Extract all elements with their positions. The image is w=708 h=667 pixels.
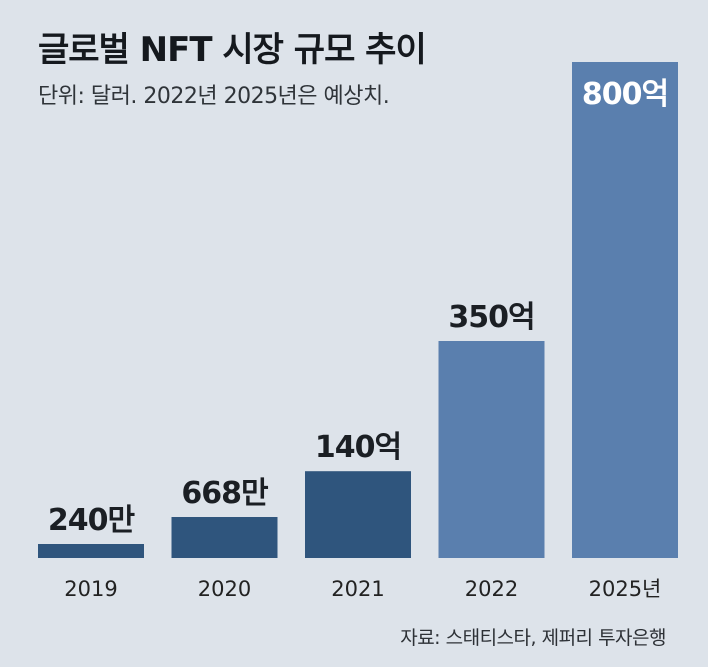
source-note: 자료: 스태티스타, 제퍼리 투자은행 <box>400 627 666 649</box>
bar-2021 <box>305 471 411 558</box>
bar-2019 <box>38 544 144 558</box>
data-label-2020: 668만 <box>181 476 269 511</box>
data-label-2022: 350억 <box>448 300 534 335</box>
x-tick-2025년: 2025년 <box>589 577 662 601</box>
x-tick-2021: 2021 <box>331 577 384 601</box>
chart-title: 글로벌 NFT 시장 규모 추이 <box>38 30 427 70</box>
bar-2020 <box>171 517 278 558</box>
chart-subtitle: 단위: 달러. 2022년 2025년은 예상치. <box>38 84 390 109</box>
bars-group <box>38 62 678 558</box>
x-tick-2022: 2022 <box>465 577 518 601</box>
x-tick-2020: 2020 <box>198 577 251 601</box>
bar-2025년 <box>572 62 678 558</box>
x-axis-ticks-group: 2019 2020 2021 2022 2025년 <box>64 577 661 601</box>
x-tick-2019: 2019 <box>64 577 117 601</box>
bar-2022 <box>438 341 545 558</box>
data-label-2019: 240만 <box>48 503 136 538</box>
data-label-2025년: 800억 <box>582 77 668 112</box>
value-labels-group: 240만 668만 140억 350억 800억 <box>48 77 669 538</box>
data-label-2021: 140억 <box>315 430 401 465</box>
